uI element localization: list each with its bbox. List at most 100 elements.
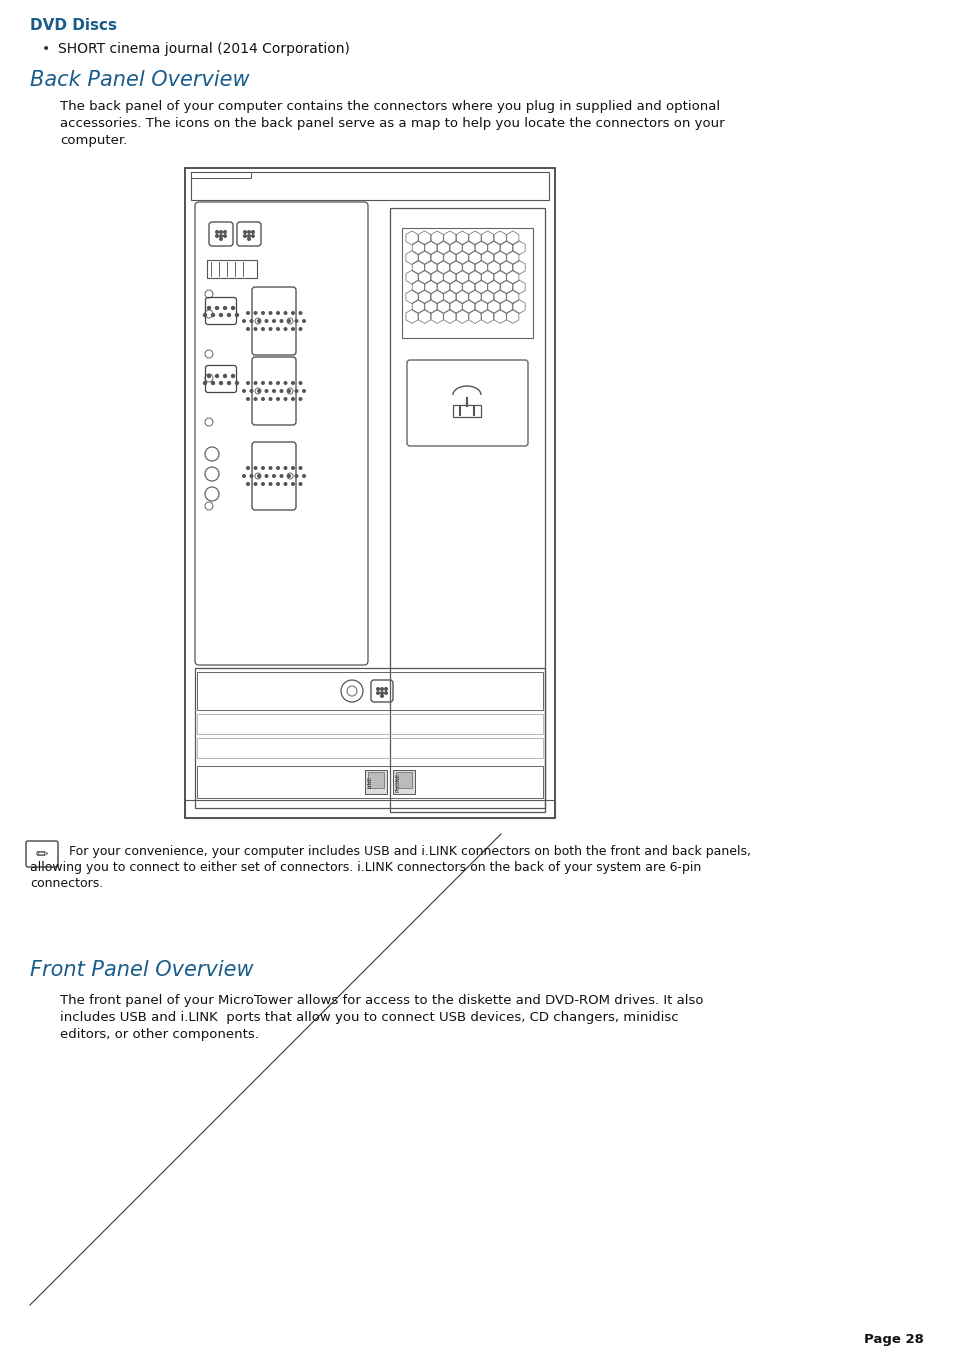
Text: LINE: LINE	[368, 775, 373, 788]
Circle shape	[212, 381, 214, 385]
Bar	[196, 766, 542, 798]
Bar	[194, 667, 544, 808]
Circle shape	[273, 474, 275, 477]
Circle shape	[252, 235, 254, 238]
Circle shape	[302, 474, 305, 477]
Text: computer.: computer.	[60, 134, 127, 147]
Circle shape	[257, 320, 260, 323]
Circle shape	[243, 235, 246, 238]
Circle shape	[250, 474, 253, 477]
Circle shape	[284, 482, 287, 485]
Circle shape	[376, 692, 379, 694]
Circle shape	[288, 320, 290, 323]
Circle shape	[269, 382, 272, 384]
Circle shape	[223, 235, 226, 238]
Circle shape	[215, 374, 218, 377]
Text: accessories. The icons on the back panel serve as a map to help you locate the c: accessories. The icons on the back panel…	[60, 118, 724, 130]
Circle shape	[215, 231, 218, 234]
Text: includes USB and i.LINK  ports that allow you to connect USB devices, CD changer: includes USB and i.LINK ports that allow…	[60, 1011, 678, 1024]
Circle shape	[265, 320, 268, 323]
Circle shape	[227, 381, 231, 385]
Bar	[191, 172, 548, 200]
Circle shape	[247, 482, 249, 485]
Circle shape	[253, 397, 256, 400]
Circle shape	[232, 374, 234, 377]
Bar	[196, 713, 542, 734]
Circle shape	[294, 389, 297, 392]
Circle shape	[299, 466, 301, 469]
Circle shape	[253, 466, 256, 469]
Circle shape	[288, 389, 290, 392]
Circle shape	[292, 482, 294, 485]
Circle shape	[253, 482, 256, 485]
Circle shape	[276, 328, 279, 330]
Circle shape	[257, 474, 260, 477]
Circle shape	[227, 313, 231, 316]
Circle shape	[269, 312, 272, 315]
Circle shape	[219, 381, 222, 385]
Circle shape	[248, 231, 250, 234]
Circle shape	[250, 389, 253, 392]
Circle shape	[219, 313, 222, 316]
Circle shape	[276, 382, 279, 384]
Text: Page 28: Page 28	[863, 1333, 923, 1346]
Circle shape	[269, 466, 272, 469]
Circle shape	[292, 466, 294, 469]
Text: For your convenience, your computer includes USB and i.LINK connectors on both t: For your convenience, your computer incl…	[65, 844, 750, 858]
Circle shape	[269, 482, 272, 485]
Circle shape	[235, 313, 238, 316]
Circle shape	[261, 328, 264, 330]
Text: allowing you to connect to either set of connectors. i.LINK connectors on the ba: allowing you to connect to either set of…	[30, 861, 700, 874]
Text: DVD Discs: DVD Discs	[30, 18, 117, 32]
Circle shape	[269, 397, 272, 400]
Circle shape	[243, 231, 246, 234]
Circle shape	[284, 382, 287, 384]
Circle shape	[280, 474, 282, 477]
Circle shape	[203, 313, 206, 316]
Bar	[185, 168, 555, 817]
Circle shape	[299, 397, 301, 400]
Circle shape	[384, 688, 387, 690]
Circle shape	[223, 374, 226, 377]
Circle shape	[242, 474, 245, 477]
Circle shape	[219, 231, 222, 234]
Bar	[185, 800, 555, 817]
Circle shape	[269, 328, 272, 330]
Circle shape	[284, 466, 287, 469]
Bar	[368, 771, 384, 788]
Circle shape	[292, 312, 294, 315]
Circle shape	[208, 374, 211, 377]
Bar	[453, 405, 480, 417]
Circle shape	[261, 397, 264, 400]
Text: Front Panel Overview: Front Panel Overview	[30, 961, 253, 979]
Circle shape	[284, 328, 287, 330]
Circle shape	[376, 688, 379, 690]
Circle shape	[212, 313, 214, 316]
Text: SHORT cinema journal (2014 Corporation): SHORT cinema journal (2014 Corporation)	[58, 42, 350, 55]
Circle shape	[247, 382, 249, 384]
Circle shape	[276, 397, 279, 400]
Circle shape	[253, 382, 256, 384]
Circle shape	[265, 474, 268, 477]
Circle shape	[235, 381, 238, 385]
Circle shape	[276, 312, 279, 315]
Circle shape	[261, 482, 264, 485]
Circle shape	[215, 307, 218, 309]
Circle shape	[242, 320, 245, 323]
Circle shape	[299, 328, 301, 330]
Circle shape	[302, 320, 305, 323]
Bar	[191, 172, 251, 178]
Circle shape	[219, 235, 222, 238]
Circle shape	[276, 482, 279, 485]
Bar	[393, 770, 415, 794]
Circle shape	[248, 235, 250, 238]
Circle shape	[250, 320, 253, 323]
Text: PHONE: PHONE	[395, 773, 400, 792]
Circle shape	[302, 389, 305, 392]
Circle shape	[223, 307, 226, 309]
Circle shape	[232, 307, 234, 309]
Circle shape	[384, 692, 387, 694]
Text: •: •	[42, 42, 51, 55]
Circle shape	[242, 389, 245, 392]
Circle shape	[284, 397, 287, 400]
